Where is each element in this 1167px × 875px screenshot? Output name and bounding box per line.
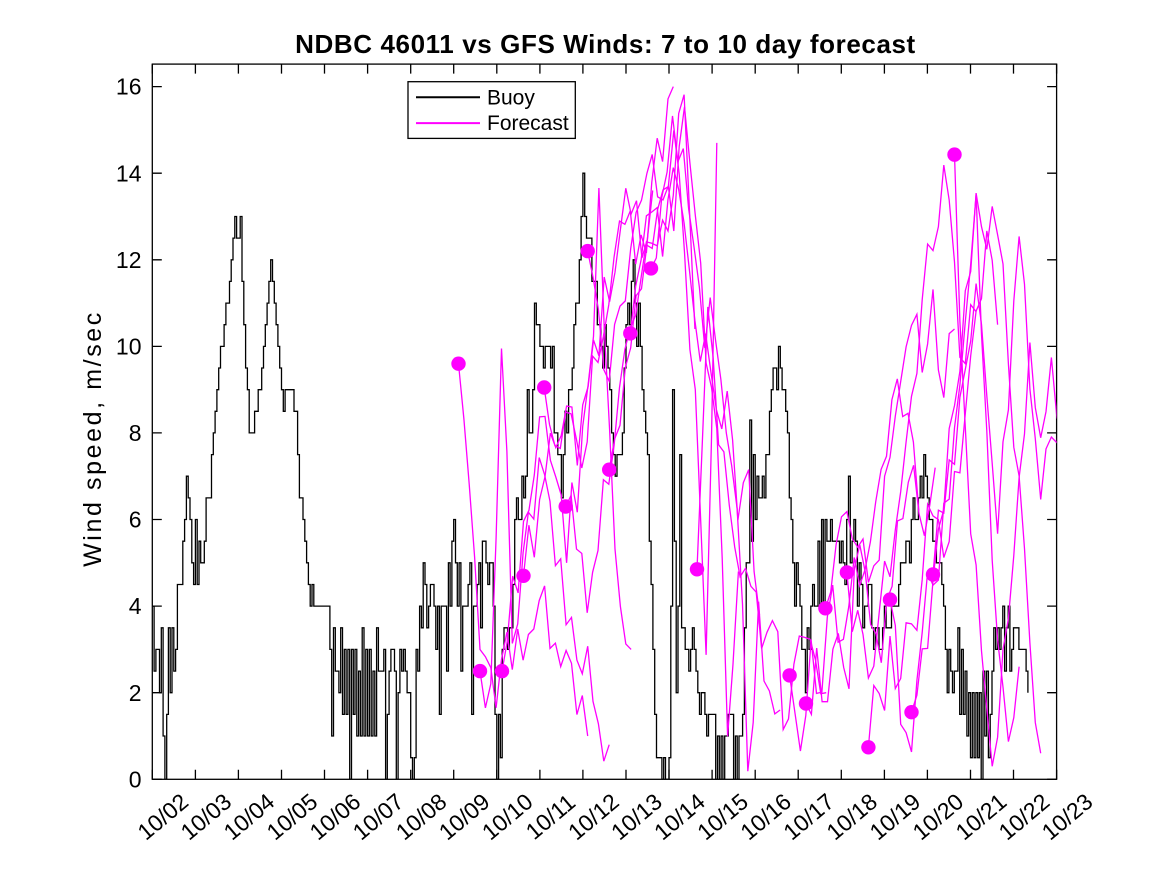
svg-text:10: 10 (116, 334, 142, 360)
svg-text:14: 14 (116, 160, 142, 186)
svg-text:Forecast: Forecast (487, 112, 569, 135)
svg-text:Buoy: Buoy (487, 86, 535, 109)
svg-text:2: 2 (129, 680, 142, 706)
svg-text:4: 4 (129, 593, 142, 619)
svg-text:12: 12 (116, 247, 142, 273)
svg-text:8: 8 (129, 420, 142, 446)
svg-text:6: 6 (129, 507, 142, 533)
svg-text:16: 16 (116, 74, 142, 100)
svg-text:0: 0 (129, 766, 142, 792)
svg-text:NDBC 46011 vs GFS Winds: 7 to: NDBC 46011 vs GFS Winds: 7 to 10 day for… (295, 29, 916, 59)
svg-text:Wind speed, m/sec: Wind speed, m/sec (79, 310, 107, 567)
